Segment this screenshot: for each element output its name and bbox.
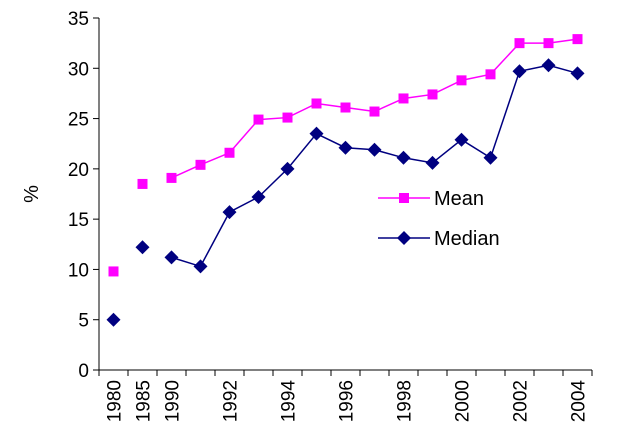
series-mean [108, 34, 583, 277]
series-mean-point [137, 178, 148, 189]
series-mean-point [514, 38, 525, 49]
series-mean-point [369, 106, 380, 117]
legend-median-label: Median [434, 228, 500, 250]
y-tick-label: 0 [78, 361, 89, 382]
legend-mean-marker [399, 193, 409, 203]
series-mean-point [311, 98, 322, 109]
series-median-point [367, 142, 382, 157]
x-tick-label: 1998 [395, 380, 416, 422]
series-median-point [338, 140, 353, 155]
series-mean-point [340, 102, 351, 113]
series-mean-point [195, 159, 206, 170]
y-tick-label: 35 [68, 9, 89, 30]
series-median-point [106, 312, 121, 327]
series-median-point [135, 240, 150, 255]
x-tick-label: 1992 [221, 380, 242, 422]
y-tick-label: 15 [68, 210, 89, 231]
series-median-point [454, 132, 469, 147]
legend-median-marker [397, 231, 411, 245]
legend-mean-label: Mean [434, 188, 484, 210]
series-median-point [570, 66, 585, 81]
x-tick-label: 1985 [134, 380, 155, 422]
series-mean-point [485, 69, 496, 80]
series-mean-point [427, 89, 438, 100]
x-tick-label: 1994 [279, 380, 300, 423]
y-axis-title: % [21, 185, 43, 203]
y-axis-ticks: 0 5 10 15 20 25 30 35 [68, 9, 99, 382]
series-median-point [193, 259, 208, 274]
series-mean-point [543, 38, 554, 49]
series-mean-point [282, 112, 293, 123]
y-tick-label: 5 [78, 311, 89, 332]
legend: Mean Median [378, 188, 500, 250]
y-tick-label: 20 [68, 160, 89, 181]
series-median-point [164, 250, 179, 265]
series-median-point [512, 64, 527, 79]
series-median [106, 58, 585, 327]
x-axis-ticks: 1980 1985 1990 1992 1994 1996 1998 2000 2002 2004 [98, 370, 593, 423]
series-median-point [309, 126, 324, 141]
series-median-point [280, 161, 295, 176]
legend-item-mean: Mean [378, 188, 484, 210]
series-mean-point [253, 114, 264, 125]
series-mean-point [108, 266, 119, 277]
y-tick-label: 30 [68, 59, 89, 80]
legend-item-median: Median [378, 228, 500, 250]
y-tick-label: 25 [68, 110, 89, 131]
series-layer [106, 34, 585, 327]
series-mean-point [398, 93, 409, 104]
series-mean-point [224, 147, 235, 158]
axes [98, 18, 592, 371]
series-median-point [425, 155, 440, 170]
series-median-point [396, 150, 411, 165]
series-mean-point [456, 75, 467, 86]
series-median-point [483, 150, 498, 165]
series-median-point [222, 205, 237, 220]
x-tick-label: 1990 [163, 380, 184, 422]
y-tick-label: 10 [68, 260, 89, 281]
series-median-point [541, 58, 556, 73]
x-tick-label: 2000 [453, 380, 474, 422]
x-tick-label: 2002 [511, 380, 532, 422]
series-mean-point [572, 34, 583, 45]
x-tick-label: 2004 [569, 380, 590, 423]
x-tick-label: 1996 [337, 380, 358, 422]
series-median-point [251, 190, 266, 205]
x-tick-label: 1980 [105, 380, 126, 422]
series-median-line [171, 64, 578, 268]
series-mean-point [166, 172, 177, 183]
